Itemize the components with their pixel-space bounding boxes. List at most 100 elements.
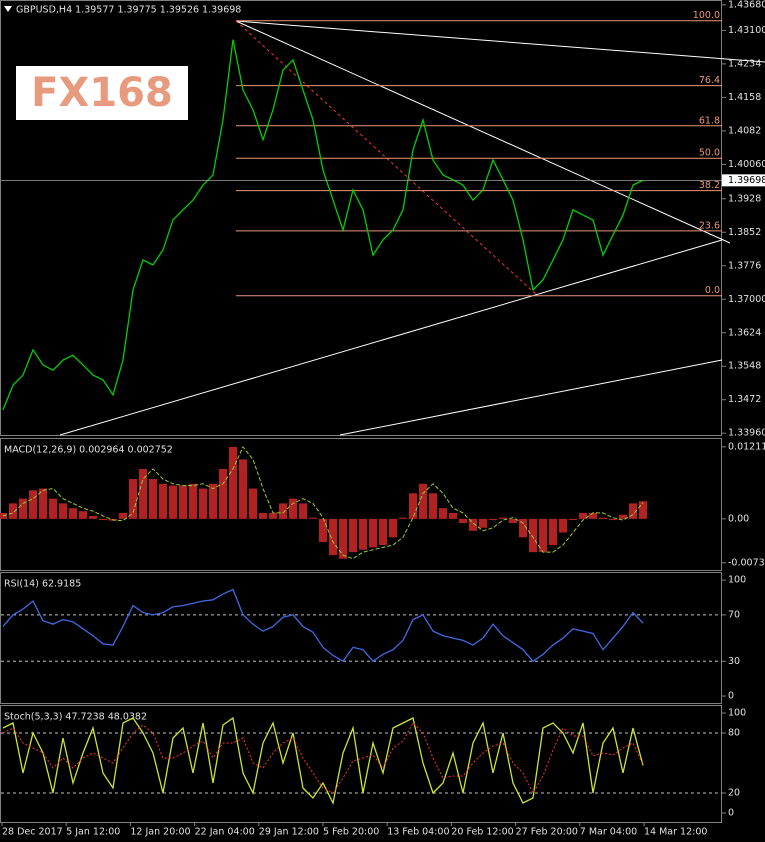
macd-bar <box>99 518 107 521</box>
y-tick-label: 1.3548 <box>728 361 761 372</box>
macd-bar <box>209 483 217 519</box>
x-tick-label: 14 Mar 12:00 <box>644 827 707 838</box>
y-tick-label: 1.43680 <box>728 0 765 10</box>
fib-label: 38.2 <box>699 180 720 191</box>
macd-panel <box>0 438 722 571</box>
macd-bar <box>569 518 577 521</box>
macd-bar <box>339 518 347 559</box>
series-line <box>2 445 644 560</box>
macd-bar <box>39 488 47 519</box>
macd-bar <box>619 514 627 519</box>
series-line <box>2 722 644 795</box>
y-tick-label: 1.4234 <box>728 58 761 69</box>
macd-bar <box>309 517 317 519</box>
macd-bar <box>349 518 357 553</box>
y-tick-label: 80 <box>728 728 740 739</box>
macd-bar <box>89 515 97 519</box>
fib-label: 23.6 <box>699 220 720 231</box>
macd-bar <box>239 459 247 519</box>
fib-label: 0.0 <box>705 285 720 296</box>
macd-bar <box>519 518 527 538</box>
trend-line <box>235 20 731 244</box>
macd-bar <box>69 508 77 519</box>
macd-bar <box>459 518 467 524</box>
y-tick-label: 1.4082 <box>728 125 761 136</box>
menu-icon[interactable] <box>4 6 12 12</box>
macd-bar <box>539 518 547 553</box>
series-line <box>2 588 644 663</box>
x-tick-label: 27 Feb 20:00 <box>516 827 578 838</box>
macd-bar <box>199 488 207 519</box>
macd-bar <box>499 517 507 519</box>
macd-bar <box>119 512 127 519</box>
macd-bar <box>609 518 617 521</box>
fib-label: 76.4 <box>699 75 720 86</box>
macd-bar <box>289 498 297 519</box>
y-tick-label: 20 <box>728 788 740 799</box>
macd-bar <box>639 501 647 519</box>
logo: FX168 <box>31 70 173 116</box>
x-tick-label: 13 Feb 04:00 <box>387 827 449 838</box>
macd-bar <box>249 488 257 519</box>
macd-bar <box>149 479 157 519</box>
macd-bar <box>429 493 437 519</box>
macd-bar <box>359 518 367 550</box>
x-tick-label: 20 Feb 12:00 <box>451 827 513 838</box>
macd-bar <box>629 503 637 519</box>
macd-bar <box>229 446 237 519</box>
macd-bar <box>219 468 227 519</box>
y-tick-label: 1.3928 <box>728 193 761 204</box>
macd-bar <box>579 512 587 519</box>
macd-bar <box>599 517 607 519</box>
trend-line <box>59 239 723 436</box>
macd-bar <box>79 511 87 519</box>
current-price-box <box>722 174 765 187</box>
x-tick-label: 5 Feb 20:00 <box>323 827 379 838</box>
x-tick-label: 22 Jan 04:00 <box>195 827 255 838</box>
y-tick-label: 1.3472 <box>728 394 761 405</box>
macd-bar <box>329 518 337 556</box>
y-tick-label: 0.00 <box>728 513 749 524</box>
fib-label: 61.8 <box>699 115 720 126</box>
fib-label: 100.0 <box>693 10 720 21</box>
y-tick-label: 1.43100 <box>728 25 765 36</box>
macd-bar <box>529 518 537 553</box>
macd-bar <box>49 498 57 519</box>
trend-line <box>339 359 723 436</box>
y-tick-label: 0 <box>728 808 734 819</box>
macd-bar <box>269 512 277 519</box>
series-line <box>2 39 644 411</box>
macd-bar <box>299 503 307 519</box>
macd-bar <box>179 485 187 519</box>
x-tick-label: 5 Jan 12:00 <box>66 827 120 838</box>
trend-line <box>235 20 765 63</box>
logo-box <box>16 66 188 120</box>
price-panel <box>0 0 722 436</box>
macd-bar <box>139 468 147 519</box>
panel-title: MACD(12,26,9) 0.002964 0.002752 <box>4 445 173 456</box>
macd-bar <box>259 512 267 519</box>
x-tick-label: 29 Jan 12:00 <box>259 827 319 838</box>
macd-bar <box>9 503 17 519</box>
macd-bar <box>159 483 167 519</box>
macd-bar <box>589 512 597 519</box>
macd-bar <box>389 518 397 538</box>
macd-bar <box>399 517 407 519</box>
macd-bar <box>379 518 387 546</box>
y-tick-label: 1.40060 <box>728 159 765 170</box>
macd-bar <box>409 493 417 519</box>
y-tick-label: 1.4158 <box>728 92 761 103</box>
macd-bar <box>19 498 27 519</box>
y-tick-label: 30 <box>728 656 740 667</box>
macd-bar <box>489 518 497 521</box>
y-tick-label: 1.3624 <box>728 327 761 338</box>
y-tick-label: 0.012116 <box>728 441 765 452</box>
stoch-panel <box>0 705 722 823</box>
macd-bar <box>439 508 447 519</box>
current-price-label: 1.39698 <box>728 175 765 186</box>
rsi-panel <box>0 572 722 704</box>
y-tick-label: 1.37000 <box>728 294 765 305</box>
macd-bar <box>419 483 427 519</box>
fib-label: 50.0 <box>699 148 720 159</box>
